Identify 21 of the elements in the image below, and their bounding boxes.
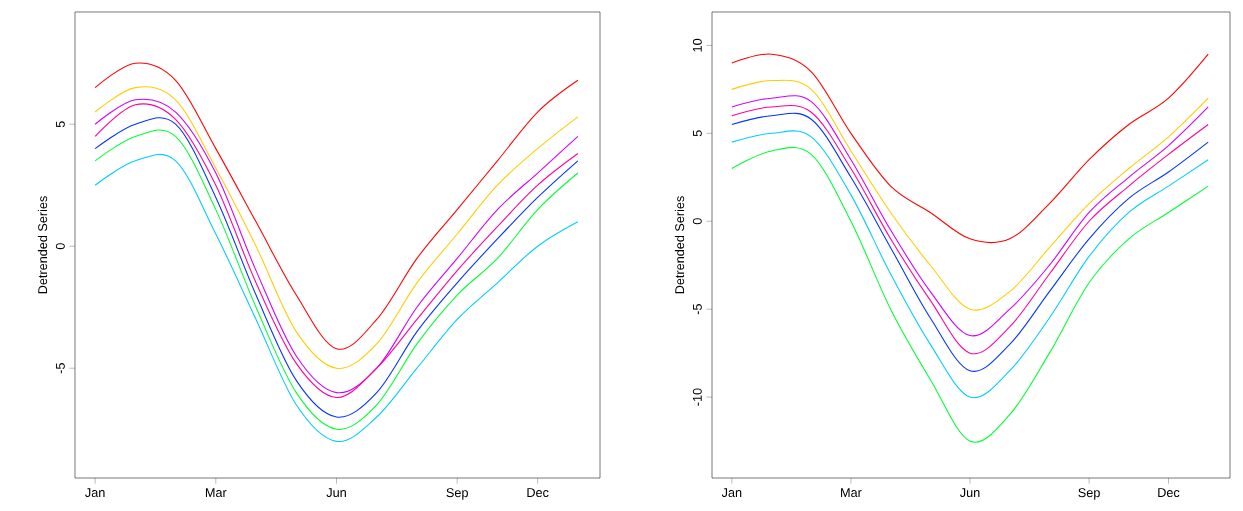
y-tick-label: -5	[692, 304, 702, 315]
y-tick-label: 0	[692, 218, 702, 225]
x-tick-label: Dec	[1158, 488, 1180, 498]
y-tick-label: 10	[692, 38, 702, 52]
x-tick-label: Jun	[326, 488, 346, 498]
x-tick-label: Mar	[205, 488, 227, 498]
y-axis-title: Detrended Series	[37, 196, 48, 294]
y-tick-label: 5	[692, 130, 702, 137]
y-tick-label: 0	[55, 243, 65, 250]
y-tick-label: -5	[55, 363, 65, 374]
x-tick-label: Sep	[446, 488, 468, 500]
x-tick-label: Mar	[841, 488, 862, 498]
y-axis-title: Detrended Series	[674, 196, 685, 294]
y-tick-label: 5	[55, 121, 65, 128]
x-tick-label: Jun	[959, 488, 980, 498]
line-series	[731, 79, 1209, 311]
x-tick-label: Jan	[85, 488, 105, 498]
x-tick-label: Jan	[721, 488, 742, 498]
x-tick-label: Dec	[527, 488, 549, 498]
y-tick-label: -10	[692, 388, 702, 406]
x-tick-label: Sep	[1078, 488, 1100, 500]
